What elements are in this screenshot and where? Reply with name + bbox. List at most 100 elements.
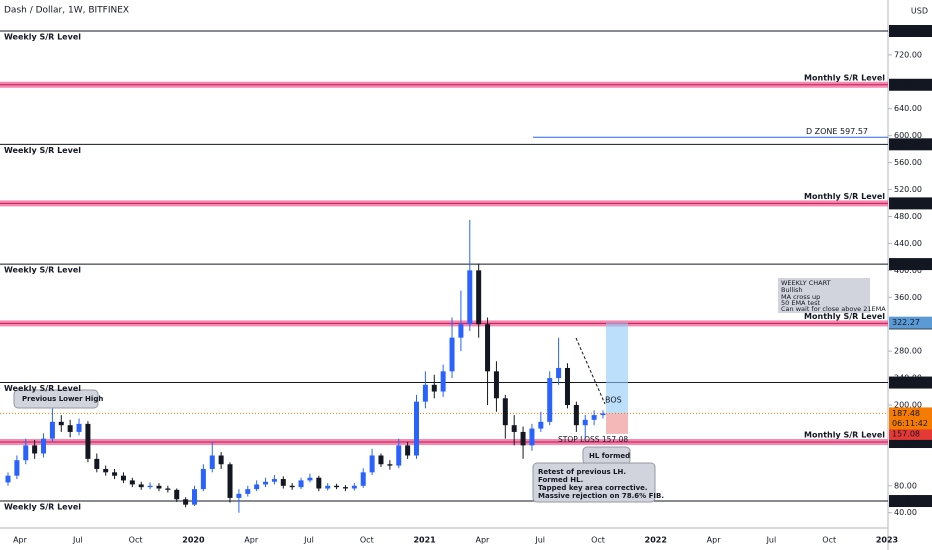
level-label: Weekly S/R Level [4, 32, 81, 41]
candle-body [422, 384, 428, 402]
candle-body [49, 421, 55, 439]
note-box [13, 389, 99, 409]
price-tag [889, 24, 932, 37]
candle-body [147, 485, 153, 488]
note-box [778, 278, 870, 313]
candle-body [369, 455, 375, 473]
candle-body [280, 479, 286, 486]
candle-body [112, 472, 118, 476]
note-line: Previous Lower High [22, 395, 103, 403]
price-tag-label: 409.28 [892, 260, 920, 269]
candle-body [85, 423, 91, 459]
note-line: Formed HL. [538, 476, 583, 484]
candle-body [23, 445, 29, 461]
candle-body [449, 337, 455, 372]
candle-body [289, 485, 295, 488]
price-tag [889, 376, 932, 389]
price-tag [889, 197, 932, 210]
target-tag [889, 316, 932, 329]
price-tag [889, 78, 932, 91]
note-line: HL formed [589, 452, 630, 460]
stop-zone [606, 413, 628, 434]
candle-body [58, 421, 64, 426]
note-line: MA cross up [781, 293, 820, 301]
x-tick-label: Jul [72, 536, 83, 545]
y-tick-label: 80.00 [894, 481, 917, 490]
candle-body [431, 384, 437, 392]
candle-body [591, 415, 597, 420]
candle-body [342, 487, 348, 489]
candle-body [529, 428, 535, 446]
candle-body [200, 468, 206, 490]
level-label: Weekly S/R Level [4, 266, 81, 275]
note-weekly-chart: WEEKLY CHART Bullish MA cross up 50 EMA … [778, 278, 886, 313]
candle-body [209, 455, 215, 469]
candle-body [485, 324, 491, 372]
level-label: Weekly S/R Level [4, 146, 81, 155]
x-tick-label: Apr [13, 536, 28, 545]
level-label: Monthly S/R Level [804, 192, 885, 201]
d-zone-label: D ZONE 597.57 [806, 127, 868, 136]
candle-body [263, 481, 269, 485]
candle-body [165, 488, 171, 490]
x-tick-label: Jul [534, 536, 545, 545]
level-label: Monthly S/R Level [804, 312, 885, 321]
candle-body [360, 472, 366, 486]
candle-body [387, 464, 393, 466]
candle-body [174, 489, 180, 500]
candle-body [245, 489, 251, 494]
y-tick-label: 480.00 [894, 212, 922, 221]
y-tick-label: 720.00 [894, 50, 922, 59]
note-hl: HL formed [582, 446, 631, 465]
y-tick-label: 200.00 [894, 400, 922, 409]
candle-body [156, 485, 162, 489]
candle-body [511, 425, 517, 432]
target-tag-label: 322.27 [892, 318, 920, 327]
candle-body [138, 484, 144, 488]
candle-body [191, 489, 197, 505]
candle-body [271, 479, 277, 482]
last-price-tag [889, 407, 932, 430]
candle-body [440, 371, 446, 392]
candle-body [396, 445, 402, 466]
currency: USD [911, 7, 928, 16]
candle-body [76, 423, 82, 432]
candle-body [307, 477, 313, 481]
bos-label: BOS [605, 396, 622, 405]
price-tag-label: 587.15 [892, 140, 920, 149]
note-line: 50 EMA test [781, 299, 820, 307]
y-tick-label: 40.00 [894, 508, 917, 517]
candle-body [458, 324, 464, 338]
candle-body [14, 460, 20, 476]
candle-body [520, 431, 526, 446]
x-tick-label: 2022 [645, 536, 667, 545]
x-tick-label: 2021 [413, 536, 436, 545]
candle-body [547, 378, 553, 422]
candle-body [120, 475, 126, 481]
last-price-label: 187.48 [892, 409, 920, 418]
candle-body [476, 270, 482, 325]
candle-body [5, 475, 11, 483]
candle-body [67, 425, 73, 432]
x-tick-label: Oct [129, 536, 143, 545]
candle-body [334, 485, 340, 488]
candle-body [325, 485, 331, 489]
price-tag-label: 755.46 [892, 26, 920, 35]
x-tick-label: Jul [766, 536, 777, 545]
level-label: Monthly S/R Level [804, 431, 885, 440]
trend-line [575, 337, 606, 405]
y-tick-label: 280.00 [894, 347, 922, 356]
price-tag-label: 233.33 [892, 378, 920, 387]
candle-body [556, 367, 562, 379]
candle-body [41, 438, 47, 454]
candle-body [94, 458, 100, 469]
note-line: WEEKLY CHART [781, 279, 831, 287]
x-tick-label: Apr [707, 536, 722, 545]
note-box [532, 462, 656, 503]
candle-body [351, 485, 357, 489]
candle-body [582, 419, 588, 426]
price-tag [889, 495, 932, 508]
candle-body [467, 270, 473, 325]
x-tick-label: Oct [591, 536, 605, 545]
